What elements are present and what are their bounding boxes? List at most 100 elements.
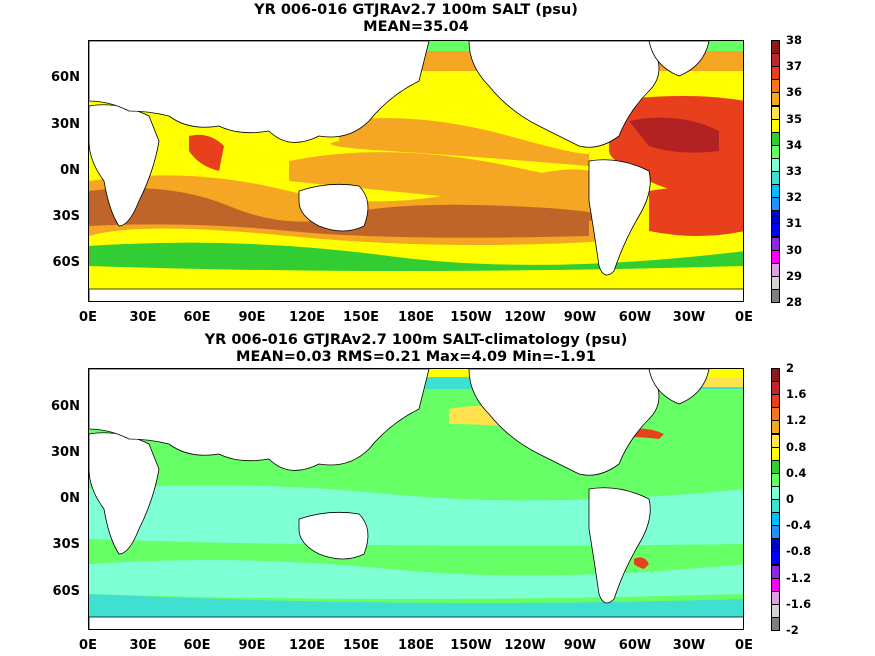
panel2-xtick: 30E [129, 638, 157, 653]
colorbar-tick-label: 2 [786, 361, 795, 375]
colorbar-cell [771, 499, 780, 514]
panel2-xtick: 150W [450, 638, 492, 653]
colorbar-cell [771, 210, 780, 225]
panel1-ytick: 60N [51, 70, 80, 85]
colorbar-cell [771, 420, 780, 435]
colorbar-tick-label: 1.6 [786, 387, 807, 402]
colorbar-cell [771, 433, 780, 448]
colorbar-cell [771, 525, 780, 540]
colorbar-cell [771, 105, 780, 120]
panel2-xtick: 150E [342, 638, 380, 653]
colorbar-cell [771, 118, 780, 133]
panel1-xtick: 60W [618, 310, 652, 325]
colorbar-tick-label: 37 [786, 59, 803, 74]
colorbar-cell [771, 262, 780, 277]
colorbar-cell [771, 79, 780, 94]
panel2-title-line2: MEAN=0.03 RMS=0.21 Max=4.09 Min=-1.91 [236, 349, 596, 365]
colorbar-tick-label: 34 [786, 137, 803, 152]
colorbar-cell [771, 40, 780, 55]
colorbar-tick-label: 29 [786, 268, 803, 283]
colorbar-tick-label: 38 [786, 33, 803, 47]
colorbar-cell [771, 131, 780, 146]
colorbar-cell [771, 472, 780, 487]
panel2-xtick: 0E [79, 638, 97, 653]
panel1-title-line1: YR 006-016 GTJRAv2.7 100m SALT (psu) [254, 2, 578, 18]
panel1-map-svg [89, 41, 743, 301]
panel2-xtick: 90W [563, 638, 597, 653]
colorbar-cell [771, 368, 780, 383]
colorbar-tick-label: 28 [786, 295, 803, 309]
colorbar-tick-label: 0.4 [786, 465, 807, 480]
colorbar-cell [771, 157, 780, 172]
colorbar-tick-label: -2 [786, 623, 799, 637]
colorbar-cell [771, 236, 780, 251]
colorbar-cell [771, 407, 780, 422]
colorbar-cell [771, 577, 780, 592]
panel2-xtick: 180E [397, 638, 435, 653]
panel2-anomaly-map [88, 368, 744, 630]
panel1-xtick: 30E [129, 310, 157, 325]
panel2-xtick: 120W [504, 638, 546, 653]
colorbar-cell [771, 92, 780, 107]
colorbar-cell [771, 538, 780, 553]
panel1-title: YR 006-016 GTJRAv2.7 100m SALT (psu) MEA… [88, 2, 744, 36]
colorbar-tick-label: -1.2 [786, 570, 812, 585]
colorbar-cell [771, 551, 780, 566]
colorbar-tick-label: 1.2 [786, 413, 807, 428]
panel1-xtick: 90W [563, 310, 597, 325]
colorbar-cell [771, 590, 780, 605]
colorbar-tick-label: -0.4 [786, 518, 812, 533]
panel2-ytick: 30N [51, 445, 80, 460]
colorbar-cell [771, 446, 780, 461]
panel2-ytick: 60S [52, 584, 80, 599]
panel1-xtick: 150W [450, 310, 492, 325]
colorbar-cell [771, 603, 780, 618]
colorbar-tick-label: 33 [786, 164, 803, 178]
panel1-xtick: 0E [735, 310, 753, 325]
panel2-xtick: 60E [183, 638, 211, 653]
panel2-title-line1: YR 006-016 GTJRAv2.7 100m SALT-climatolo… [204, 332, 628, 348]
colorbar-tick-label: 0 [786, 492, 795, 506]
colorbar-cell [771, 564, 780, 579]
panel1-ytick: 30N [51, 117, 80, 132]
colorbar-tick-label: -0.8 [786, 544, 812, 559]
panel1-colorbar [771, 40, 780, 303]
panel2-ytick: 30S [52, 537, 80, 552]
colorbar-tick-label: -1.6 [786, 596, 812, 611]
panel1-xtick: 90E [238, 310, 266, 325]
panel1-xtick: 150E [342, 310, 380, 325]
colorbar-cell [771, 53, 780, 68]
panel2-colorbar [771, 368, 780, 631]
colorbar-cell [771, 249, 780, 264]
colorbar-cell [771, 381, 780, 396]
panel1-xtick: 180E [397, 310, 435, 325]
colorbar-cell [771, 459, 780, 474]
panel1-xtick: 120E [288, 310, 326, 325]
colorbar-cell [771, 288, 780, 303]
panel1-xtick: 120W [504, 310, 546, 325]
colorbar-cell [771, 144, 780, 159]
panel2-xtick: 120E [288, 638, 326, 653]
panel1-ytick: 0N [60, 163, 80, 178]
colorbar-cell [771, 275, 780, 290]
colorbar-tick-label: 32 [786, 190, 803, 205]
panel1-ytick: 60S [52, 255, 80, 270]
colorbar-tick-label: 31 [786, 216, 803, 231]
panel2-title: YR 006-016 GTJRAv2.7 100m SALT-climatolo… [88, 332, 744, 366]
colorbar-cell [771, 171, 780, 186]
panel1-salinity-map [88, 40, 744, 302]
colorbar-tick-label: 36 [786, 85, 803, 100]
panel2-xtick: 0E [735, 638, 753, 653]
colorbar-cell [771, 512, 780, 527]
panel1-xtick: 30W [672, 310, 706, 325]
panel2-xtick: 90E [238, 638, 266, 653]
colorbar-cell [771, 485, 780, 500]
panel1-xtick: 0E [79, 310, 97, 325]
colorbar-cell [771, 616, 780, 631]
panel2-xtick: 30W [672, 638, 706, 653]
colorbar-cell [771, 66, 780, 81]
colorbar-cell [771, 223, 780, 238]
panel1-ytick: 30S [52, 209, 80, 224]
colorbar-cell [771, 394, 780, 409]
panel1-title-line2: MEAN=35.04 [363, 19, 469, 35]
